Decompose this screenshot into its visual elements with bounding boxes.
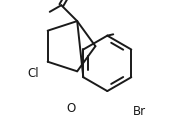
Text: Cl: Cl (28, 67, 39, 80)
Text: O: O (66, 102, 76, 115)
Text: Br: Br (133, 105, 146, 118)
